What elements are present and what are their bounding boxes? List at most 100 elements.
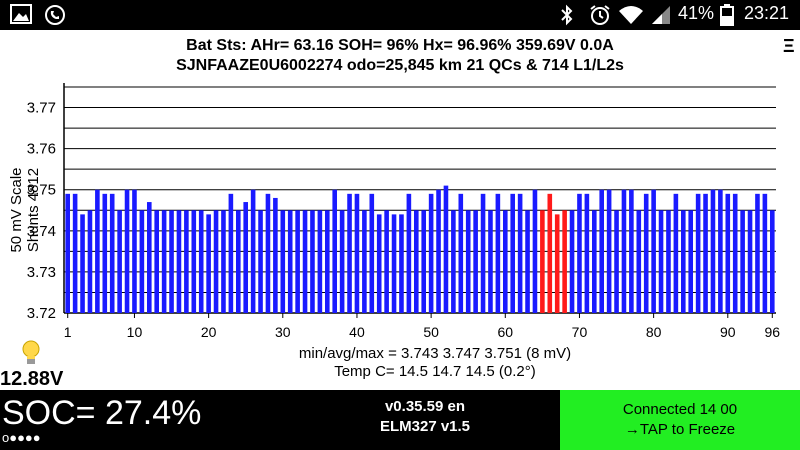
lightbulb-icon[interactable] xyxy=(20,340,42,371)
signal-icon xyxy=(650,4,672,31)
cell-bar-30 xyxy=(280,210,286,313)
phone-icon xyxy=(44,4,66,31)
cell-bar-12 xyxy=(146,202,152,313)
cell-bar-66 xyxy=(547,193,553,313)
cell-bar-52 xyxy=(443,185,449,313)
battery-status-header: Bat Sts: AHr= 63.16 SOH= 96% Hx= 96.96% … xyxy=(0,36,800,76)
menu-button[interactable]: Ξ xyxy=(783,36,795,56)
cell-bar-75 xyxy=(614,210,619,313)
cell-bar-26 xyxy=(250,189,256,313)
soc-dots: o●●●● xyxy=(2,430,41,445)
stats-block: min/avg/max = 3.743 3.747 3.751 (8 mV) T… xyxy=(0,345,800,381)
cell-bar-31 xyxy=(287,210,293,313)
x-tick-label: 96 xyxy=(765,324,781,340)
cell-bar-19 xyxy=(198,210,204,313)
y-tick-label: 3.75 xyxy=(27,182,56,199)
cell-bar-92 xyxy=(740,210,745,313)
cell-bar-46 xyxy=(399,214,404,313)
cell-bar-42 xyxy=(369,193,375,313)
soc-panel: SOC= 27.4% xyxy=(0,390,290,450)
vehicle-info-line: SJNFAAZE0U6002274 odo=25,845 km 21 QCs &… xyxy=(176,57,624,74)
cell-bar-37 xyxy=(332,189,338,313)
battery-status-line: Bat Sts: AHr= 63.16 SOH= 96% Hx= 96.96% … xyxy=(186,37,614,54)
cell-bar-59 xyxy=(495,193,501,313)
cell-bar-91 xyxy=(732,193,738,313)
cell-bar-72 xyxy=(591,210,597,313)
cell-bar-73 xyxy=(599,189,605,313)
cell-bar-45 xyxy=(391,214,397,313)
cell-bar-74 xyxy=(606,189,612,313)
y-tick-label: 3.76 xyxy=(27,141,56,158)
cell-bar-33 xyxy=(302,210,308,313)
cell-bar-58 xyxy=(488,210,493,313)
cell-bar-32 xyxy=(295,210,300,313)
cell-bar-38 xyxy=(339,210,345,313)
cell-bar-67 xyxy=(554,214,560,313)
cell-bar-68 xyxy=(562,210,567,313)
cell-bar-82 xyxy=(666,210,671,313)
cell-bar-71 xyxy=(584,193,590,313)
cell-bar-28 xyxy=(265,193,271,313)
cell-bar-10 xyxy=(132,189,137,313)
cell-bar-90 xyxy=(725,193,731,313)
cell-bar-84 xyxy=(680,210,686,313)
cell-bar-55 xyxy=(465,210,471,313)
connection-freeze-button[interactable]: Connected 14 00 →TAP to Freeze xyxy=(560,390,800,450)
cell-bar-83 xyxy=(673,193,679,313)
cell-bar-85 xyxy=(688,210,694,313)
bluetooth-icon xyxy=(560,4,574,31)
cell-bar-11 xyxy=(139,210,145,313)
cell-bar-69 xyxy=(569,210,575,313)
cell-bar-21 xyxy=(213,210,219,313)
cell-voltage-chart: 3.77 3.76 3.75 3.74 3.73 3.72 1 10 20 30 40 50 60 70… xyxy=(27,83,781,340)
cell-bar-96 xyxy=(769,210,775,313)
cell-bar-95 xyxy=(762,193,768,313)
cell-bar-88 xyxy=(710,189,716,313)
cell-bar-35 xyxy=(317,210,323,313)
cell-bar-27 xyxy=(258,210,263,313)
cell-bar-23 xyxy=(228,193,234,313)
cell-bar-43 xyxy=(376,214,382,313)
cell-bar-53 xyxy=(451,210,456,313)
cell-bar-57 xyxy=(480,193,486,313)
cell-bar-48 xyxy=(413,210,419,313)
cell-bar-14 xyxy=(161,210,167,313)
cell-bar-62 xyxy=(517,193,523,313)
x-tick-label: 30 xyxy=(275,324,291,340)
y-tick-label: 3.74 xyxy=(27,223,56,240)
cell-bar-25 xyxy=(243,202,249,313)
cell-bar-16 xyxy=(176,210,182,313)
cell-bar-15 xyxy=(169,210,174,313)
cell-bar-64 xyxy=(532,189,538,313)
x-tick-label: 10 xyxy=(127,324,143,340)
tap-to-freeze-label: →TAP to Freeze xyxy=(624,421,736,438)
cell-bar-13 xyxy=(154,210,160,313)
connection-status: Connected 14 00 xyxy=(622,401,738,418)
cell-bar-86 xyxy=(695,193,701,313)
cell-bar-63 xyxy=(525,210,530,313)
cell-bar-87 xyxy=(703,193,708,313)
cell-bar-29 xyxy=(273,197,278,313)
wifi-icon xyxy=(618,4,644,31)
cell-bar-3 xyxy=(80,214,85,313)
clock: 23:21 xyxy=(744,3,790,23)
cell-bar-50 xyxy=(428,193,434,313)
y-tick-label: 3.77 xyxy=(27,100,56,117)
cell-bar-49 xyxy=(421,210,427,313)
cell-bar-76 xyxy=(621,189,627,313)
cell-bar-94 xyxy=(755,193,760,313)
cell-bar-40 xyxy=(354,193,360,313)
cell-bar-65 xyxy=(540,210,545,313)
x-tick-label: 60 xyxy=(498,324,514,340)
cell-bar-1 xyxy=(65,193,71,313)
cell-bar-24 xyxy=(235,210,241,313)
app-version: v0.35.59 en xyxy=(384,398,466,415)
adapter-version: ELM327 v1.5 xyxy=(379,418,471,435)
cell-bar-5 xyxy=(95,189,100,313)
cell-bar-22 xyxy=(221,210,226,313)
cell-bar-39 xyxy=(347,193,352,313)
y-tick-label: 3.72 xyxy=(27,305,56,322)
alarm-icon xyxy=(588,4,612,31)
aux-battery-voltage: 12.88V xyxy=(0,368,64,390)
battery-percent: 41% xyxy=(678,3,715,23)
